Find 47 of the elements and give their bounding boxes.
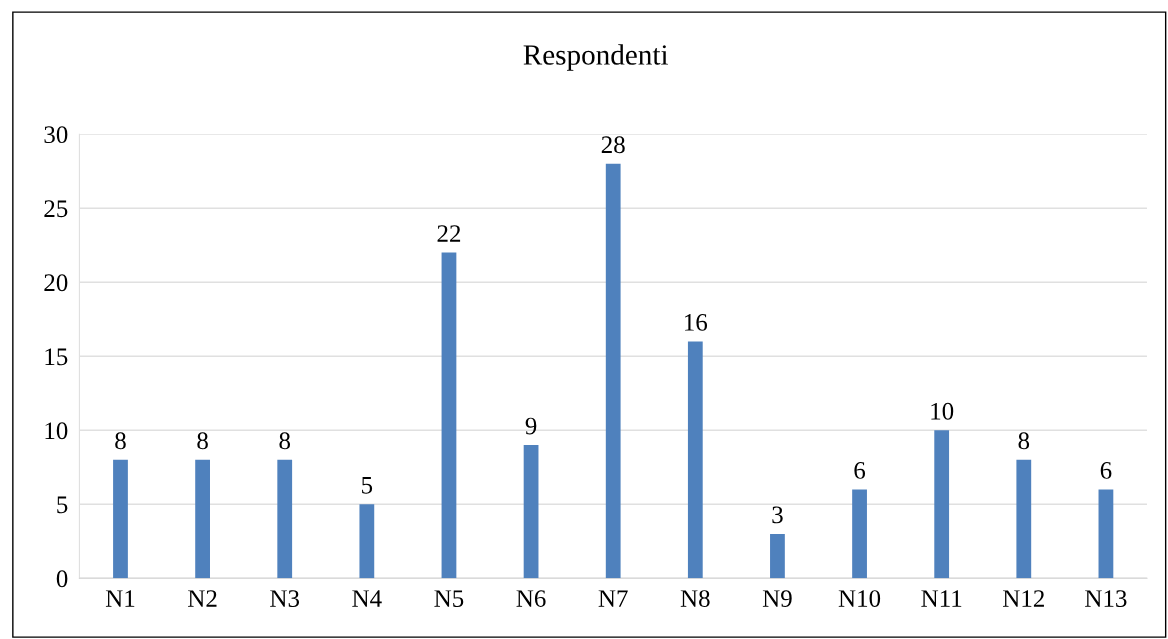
x-tick-label: N7 [598,590,628,607]
data-label: 8 [1018,432,1030,450]
x-tick-label: N11 [921,590,962,607]
bar [1098,489,1114,579]
bar [113,459,128,579]
data-label: 9 [525,417,537,435]
x-tick-label: N6 [516,590,546,607]
x-tick-label: N12 [1002,590,1044,607]
data-label: 5 [362,477,373,494]
data-label: 3 [772,506,783,524]
x-tick-label: N13 [1085,590,1127,607]
y-tick-label: 30 [44,126,68,144]
x-tick-label: N5 [434,590,464,607]
y-tick-label: 5 [57,496,68,514]
bar [770,533,785,579]
y-tick-label: 20 [44,274,68,292]
data-label: 8 [279,432,291,450]
data-label: 10 [931,402,954,420]
y-tick-label: 15 [45,348,68,366]
data-label: 8 [197,432,208,450]
x-tick-label: N9 [762,590,792,607]
bar [523,445,539,579]
y-tick-label: 10 [45,422,68,440]
bar [359,504,375,579]
data-label: 6 [854,462,866,479]
data-label: 16 [685,314,708,331]
bar [195,459,210,579]
data-label: 8 [115,432,126,450]
x-tick-label: N4 [352,590,382,607]
x-tick-label: N3 [270,590,300,607]
data-label: 6 [1100,462,1112,479]
bar [934,430,950,579]
bar [277,459,293,579]
chart-title: Respondenti [523,44,669,71]
bar [605,163,621,579]
x-tick-label: N2 [188,590,217,607]
x-tick-label: N10 [838,590,881,607]
data-label: 28 [601,136,625,154]
y-tick-label: 25 [44,200,68,218]
x-tick-label: N8 [680,590,710,607]
data-label: 22 [437,225,461,242]
x-tick-label: N1 [105,590,135,607]
bar [687,341,703,579]
bar [852,489,867,579]
bar [1016,459,1032,579]
y-tick-label: 0 [56,570,68,588]
bar [441,252,457,579]
